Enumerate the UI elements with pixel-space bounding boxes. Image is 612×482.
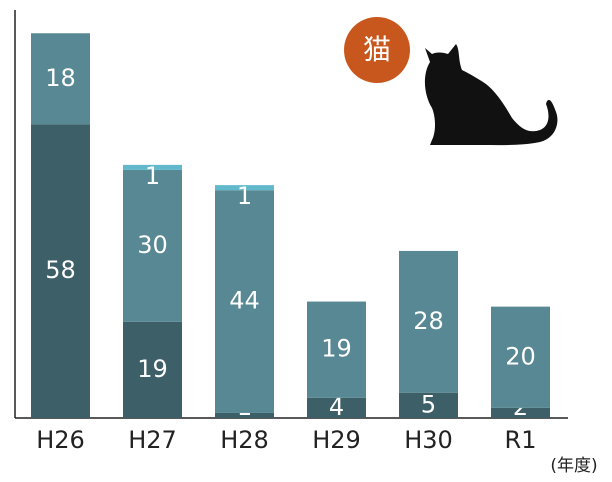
value-label: 30 xyxy=(137,231,168,259)
value-label: 18 xyxy=(45,64,76,92)
value-label: 1 xyxy=(145,162,160,190)
value-label: 19 xyxy=(137,355,168,383)
value-label: 20 xyxy=(505,342,536,370)
value-label: 44 xyxy=(229,287,260,315)
value-label: 19 xyxy=(321,335,352,363)
chart: 猫 (年度) H265818H2719301H281441H29419H3052… xyxy=(0,0,612,482)
x-tick-label: H26 xyxy=(36,426,85,454)
unit-label: (年度) xyxy=(550,456,597,476)
page: 猫 (年度) H265818H2719301H281441H29419H3052… xyxy=(0,0,612,482)
value-label: 5 xyxy=(421,390,436,418)
x-tick-label: H29 xyxy=(312,426,361,454)
x-tick-label: H27 xyxy=(128,426,177,454)
cat-icon: 猫 xyxy=(344,17,557,145)
value-label: 28 xyxy=(413,307,444,335)
value-label: 58 xyxy=(45,256,76,284)
x-tick-label: H28 xyxy=(220,426,269,454)
x-tick-label: H30 xyxy=(404,426,453,454)
cat-silhouette xyxy=(425,44,558,145)
badge-text: 猫 xyxy=(363,33,391,66)
value-label: 1 xyxy=(237,182,252,210)
x-tick-label: R1 xyxy=(505,426,537,454)
